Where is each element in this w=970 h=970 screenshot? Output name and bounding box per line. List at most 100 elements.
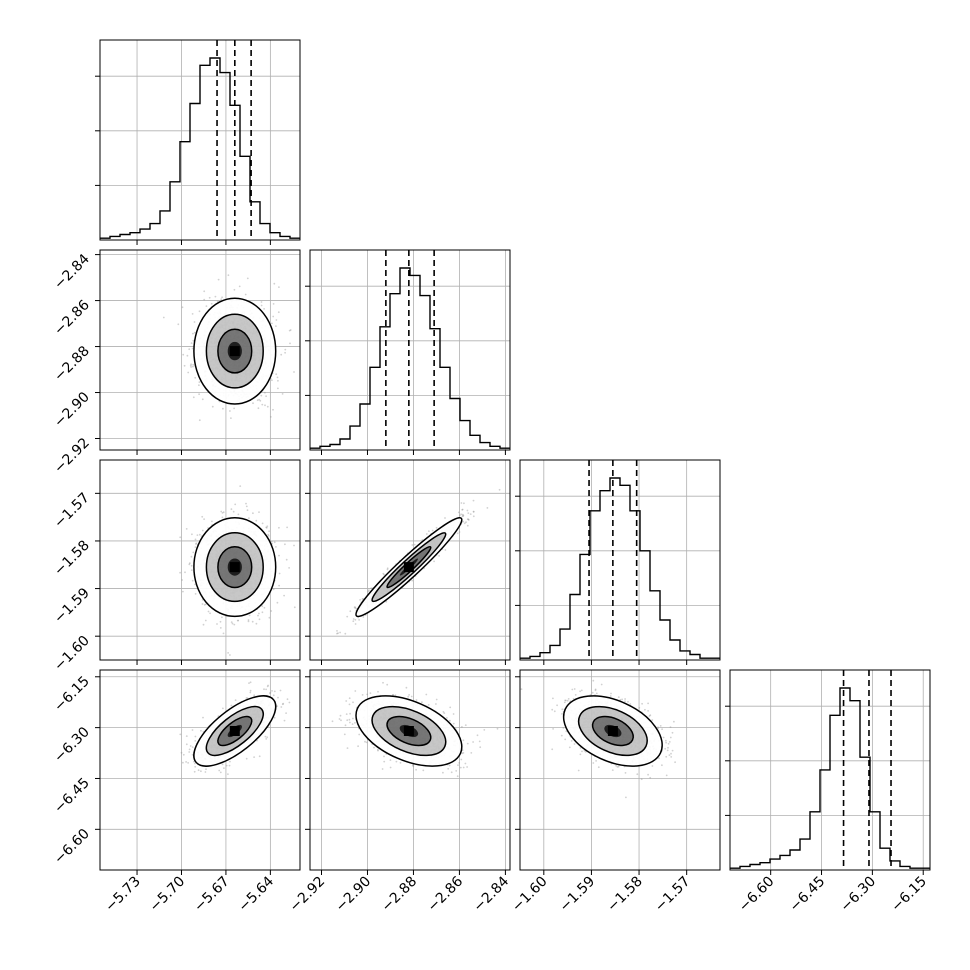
scatter-point [201, 603, 204, 605]
scatter-point [193, 331, 196, 334]
scatter-point [258, 511, 260, 513]
scatter-point [253, 694, 256, 697]
scatter-point [463, 522, 466, 525]
scatter-point [288, 567, 290, 569]
scatter-point [255, 622, 258, 625]
scatter-point [201, 398, 204, 401]
scatter-point [244, 293, 247, 296]
scatter-point [228, 764, 231, 767]
scatter-point [189, 745, 192, 747]
scatter-point [183, 364, 186, 367]
scatter-point [472, 515, 475, 518]
scatter-point [263, 308, 265, 310]
scatter-point [203, 298, 206, 301]
scatter-point [221, 616, 223, 619]
scatter-point [192, 365, 194, 368]
scatter-point [227, 773, 229, 775]
scatter-point [208, 296, 211, 299]
scatter-point [230, 704, 233, 707]
scatter-point [198, 381, 201, 384]
scatter-point [344, 632, 347, 635]
scatter-point [190, 564, 193, 567]
panel-frame [309, 249, 511, 451]
scatter-point [187, 371, 190, 374]
scatter-point [229, 760, 231, 763]
scatter-point [207, 610, 210, 613]
scatter-point [205, 603, 207, 606]
scatter-point [190, 363, 193, 366]
scatter-point [217, 278, 220, 281]
hist-panel-1 [305, 249, 511, 455]
scatter-point [458, 514, 461, 517]
scatter-point [272, 408, 274, 411]
scatter-point [411, 544, 414, 546]
scatter-point [248, 517, 250, 519]
scatter-point [346, 615, 349, 618]
histogram-1 [310, 267, 510, 449]
scatter-point [237, 619, 240, 622]
scatter-point [190, 342, 193, 344]
scatter-point [265, 526, 268, 529]
scatter-point [195, 542, 198, 545]
scatter-panel-2-1 [305, 459, 511, 665]
scatter-point [386, 568, 389, 571]
scatter-point [255, 519, 258, 522]
scatter-point [236, 619, 239, 622]
scatter-point [192, 332, 194, 335]
scatter-point [272, 588, 275, 591]
scatter-point [278, 584, 280, 587]
scatter-point [249, 691, 252, 694]
scatter-point [280, 353, 283, 356]
scatter-point [358, 619, 360, 621]
scatter-point [359, 599, 361, 601]
scatter-point [275, 325, 277, 327]
scatter-point [261, 403, 264, 406]
scatter-point [276, 601, 279, 604]
scatter-point [469, 513, 472, 515]
scatter-point [221, 516, 224, 519]
scatter-point [463, 502, 465, 505]
scatter-point [275, 546, 277, 548]
scatter-point [267, 684, 269, 687]
scatter-point [198, 384, 200, 387]
scatter-point [276, 376, 279, 379]
y-tick-label: −2.88 [51, 343, 93, 385]
scatter-point [191, 579, 194, 582]
scatter-point [182, 353, 185, 356]
scatter-point [277, 387, 279, 390]
scatter-point [385, 600, 388, 603]
scatter-point [233, 288, 236, 291]
scatter-point [184, 571, 186, 574]
scatter-point [233, 623, 236, 626]
scatter-point [192, 396, 195, 399]
scatter-point [204, 619, 207, 622]
scatter-point [438, 555, 440, 557]
scatter-point [278, 526, 280, 529]
scatter-point [258, 612, 260, 615]
panel-frame [519, 459, 721, 661]
scatter-point [349, 610, 352, 613]
scatter-point [201, 515, 204, 518]
scatter-point [211, 405, 214, 408]
scatter-point [293, 606, 296, 609]
scatter-point [472, 499, 475, 502]
scatter-point [203, 518, 206, 520]
scatter-point [188, 348, 191, 351]
scatter-point [200, 729, 202, 732]
scatter-point [202, 716, 204, 719]
scatter-point [252, 402, 254, 405]
scatter-point [289, 329, 292, 331]
scatter-point [191, 729, 194, 731]
scatter-point [354, 623, 357, 625]
scatter-point [268, 530, 270, 533]
scatter-point [428, 530, 430, 533]
scatter-point [246, 277, 249, 280]
scatter-point [231, 622, 234, 625]
scatter-point [466, 524, 469, 527]
scatter-point [162, 316, 165, 319]
scatter-point [192, 551, 195, 554]
scatter-point [263, 688, 265, 691]
scatter-point [216, 623, 218, 625]
scatter-point [238, 285, 241, 288]
scatter-point [185, 761, 188, 763]
